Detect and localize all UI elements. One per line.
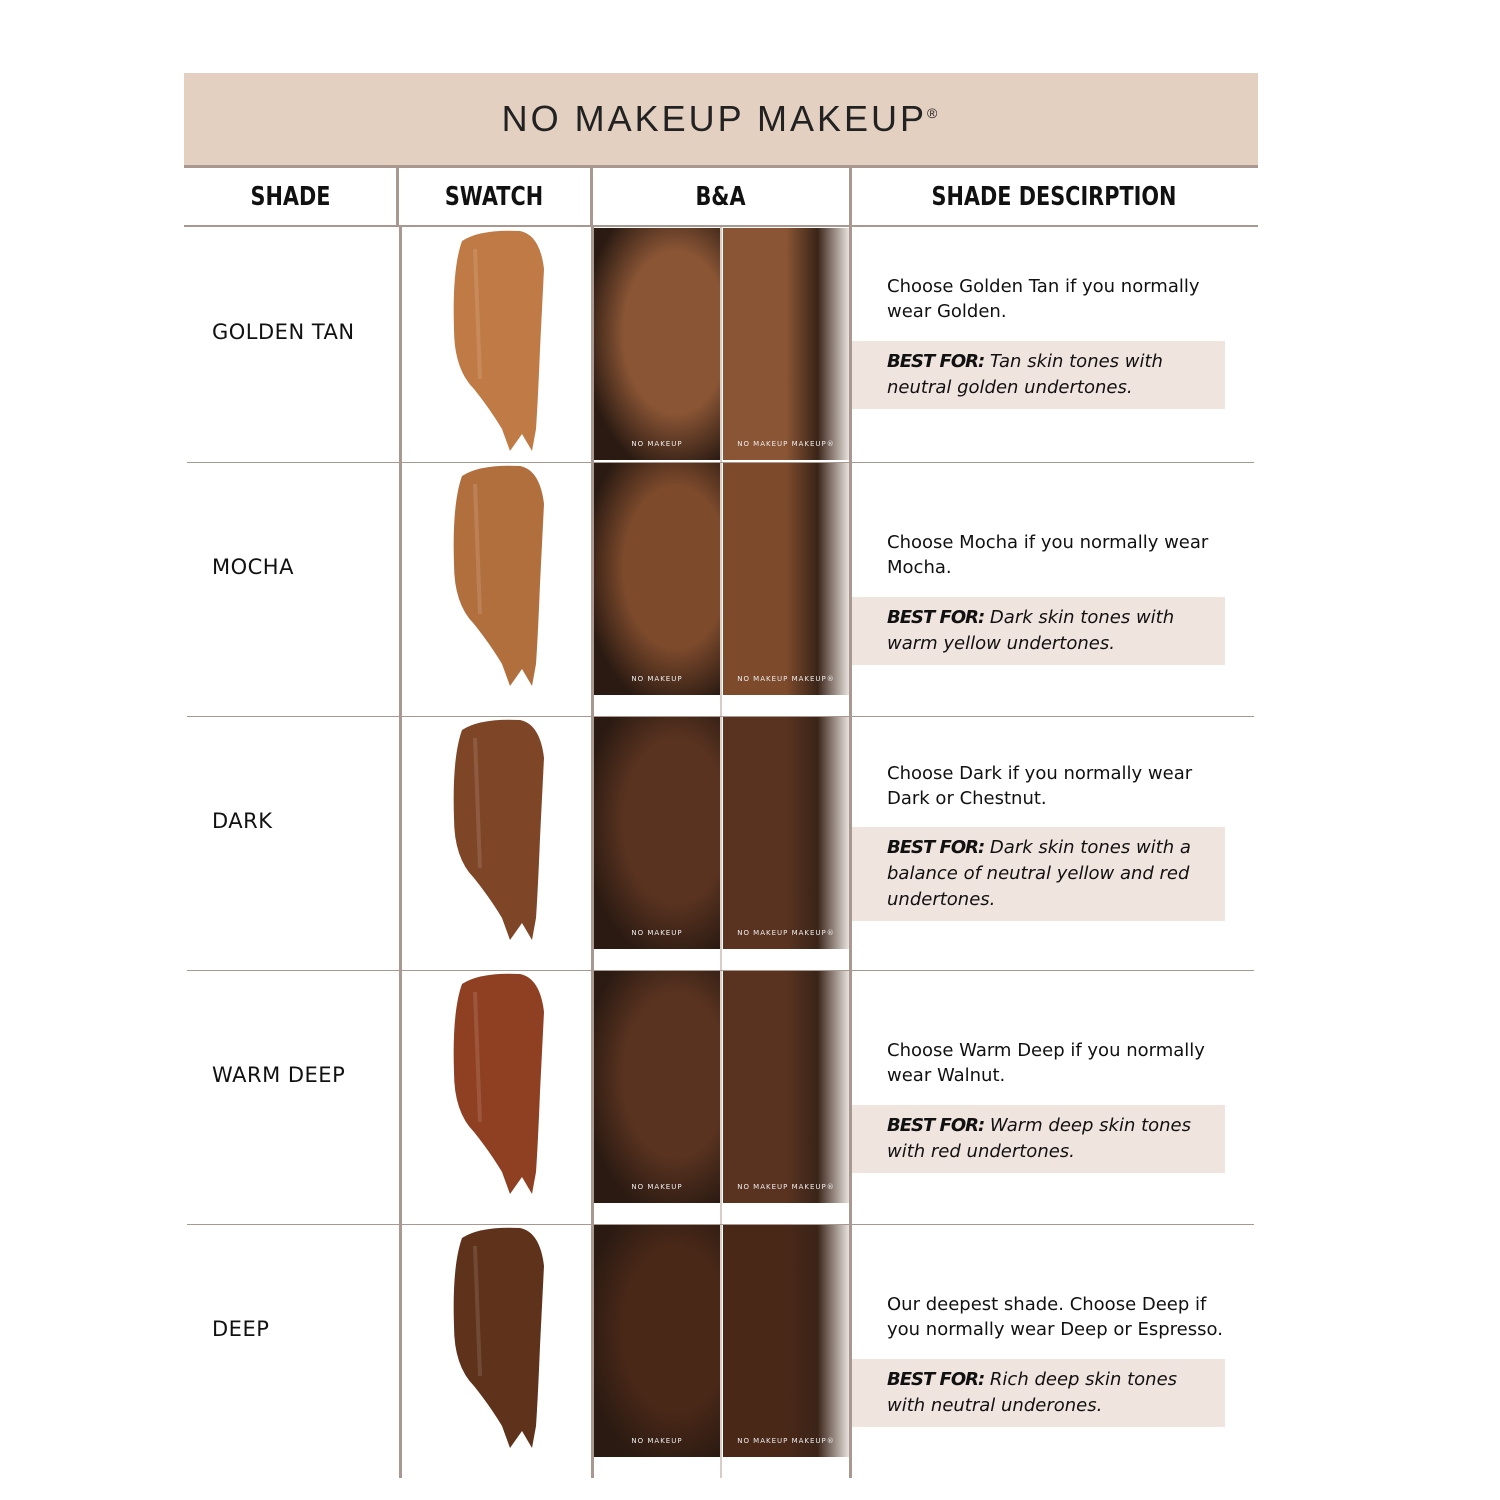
shade-name: MOCHA [212, 555, 294, 579]
best-for-box: BEST FOR: Dark skin tones with a balance… [852, 827, 1225, 921]
header-ba: B&A [695, 182, 746, 212]
swatch-smear [453, 973, 544, 1194]
shade-description: Choose Warm Deep if you normally wear Wa… [887, 1040, 1205, 1086]
best-for-label: BEST FOR: [887, 351, 985, 372]
after-photo: NO MAKEUP MAKEUP® [723, 971, 849, 1203]
before-photo: NO MAKEUP [594, 463, 720, 695]
shade-description: Our deepest shade. Choose Deep if you no… [887, 1294, 1223, 1340]
before-photo: NO MAKEUP [594, 971, 720, 1203]
best-for-box: BEST FOR: Warm deep skin tones with red … [852, 1105, 1225, 1173]
after-photo: NO MAKEUP MAKEUP® [723, 463, 849, 695]
header-description: SHADE DESCIRPTION [931, 182, 1177, 212]
column-divider [396, 168, 399, 226]
column-divider [849, 227, 852, 1478]
after-photo: NO MAKEUP MAKEUP® [723, 228, 849, 460]
best-for-label: BEST FOR: [887, 837, 985, 858]
shade-name: DEEP [212, 1317, 270, 1341]
best-for-text: Dark skin tones with warm yellow underto… [887, 607, 1175, 654]
row-divider [187, 970, 1254, 971]
best-for-text: Tan skin tones with neutral golden under… [887, 351, 1163, 398]
best-for-text: Rich deep skin tones with neutral undero… [887, 1369, 1178, 1416]
after-photo: NO MAKEUP MAKEUP® [723, 717, 849, 949]
best-for-text: Dark skin tones with a balance of neutra… [887, 837, 1191, 910]
best-for-label: BEST FOR: [887, 1115, 985, 1136]
shade-name: WARM DEEP [212, 1063, 346, 1087]
column-divider [591, 227, 594, 1478]
before-photo: NO MAKEUP [594, 1225, 720, 1457]
column-divider [849, 168, 852, 226]
row-divider [187, 462, 1254, 463]
swatch-smear [453, 1227, 544, 1448]
title: NO MAKEUP MAKEUP® [501, 98, 941, 139]
best-for-box: BEST FOR: Rich deep skin tones with neut… [852, 1359, 1225, 1427]
column-divider [590, 168, 593, 226]
photo-divider [720, 227, 722, 1478]
shade-description: Choose Golden Tan if you normally wear G… [887, 276, 1200, 322]
header-shade: SHADE [250, 182, 331, 212]
shade-name: GOLDEN TAN [212, 320, 355, 344]
best-for-box: BEST FOR: Tan skin tones with neutral go… [852, 341, 1225, 409]
shade-name: DARK [212, 809, 273, 833]
shade-description: Choose Dark if you normally wear Dark or… [887, 763, 1193, 809]
best-for-text: Warm deep skin tones with red undertones… [887, 1115, 1192, 1162]
best-for-label: BEST FOR: [887, 607, 985, 628]
header-swatch: SWATCH [444, 182, 544, 212]
row-divider [187, 716, 1254, 717]
after-photo: NO MAKEUP MAKEUP® [723, 1225, 849, 1457]
best-for-box: BEST FOR: Dark skin tones with warm yell… [852, 597, 1225, 665]
row-divider [187, 1224, 1254, 1225]
title-banner: NO MAKEUP MAKEUP® [184, 73, 1258, 168]
shade-description: Choose Mocha if you normally wear Mocha. [887, 532, 1209, 578]
column-divider [399, 227, 402, 1478]
swatch-smear [453, 230, 544, 451]
best-for-label: BEST FOR: [887, 1369, 985, 1390]
header-divider [184, 225, 1258, 227]
swatch-smear [453, 465, 544, 686]
before-photo: NO MAKEUP [594, 228, 720, 460]
swatch-smear [453, 719, 544, 940]
before-photo: NO MAKEUP [594, 717, 720, 949]
